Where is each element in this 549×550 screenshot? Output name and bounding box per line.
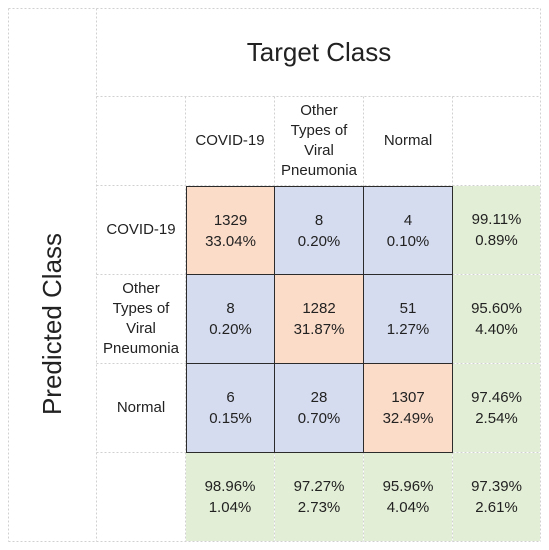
- confusion-matrix: Target Class Predicted Class COVID-19 Ot…: [8, 8, 541, 542]
- row-header: Other Types of Viral Pneumonia: [103, 280, 179, 357]
- cell-percent: 1.27%: [386, 321, 430, 338]
- summary-correct: 97.27%: [293, 478, 345, 495]
- matrix-cell: 28 0.70%: [274, 363, 364, 453]
- chart-title: Target Class: [246, 36, 392, 67]
- cell-percent: 32.49%: [382, 410, 434, 427]
- summary-error: 2.73%: [297, 499, 341, 516]
- row-header: COVID-19: [106, 221, 176, 238]
- summary-error: 2.54%: [475, 410, 518, 427]
- summary-correct: 97.46%: [471, 389, 522, 406]
- y-axis-label: Predicted Class: [36, 232, 67, 416]
- row-summary-cell: 97.46% 2.54%: [453, 364, 540, 452]
- summary-error: 0.89%: [475, 232, 518, 249]
- row-header: Normal: [116, 399, 166, 416]
- cell-count: 28: [310, 389, 328, 406]
- cell-count: 1307: [391, 389, 425, 406]
- matrix-cell: 8 0.20%: [186, 274, 275, 364]
- cell-count: 1329: [213, 211, 248, 229]
- cell-percent: 0.15%: [209, 410, 252, 427]
- column-summary-cell: 97.27% 2.73%: [275, 453, 363, 541]
- matrix-cell: 6 0.15%: [186, 363, 275, 453]
- matrix-cell: 4 0.10%: [363, 186, 453, 275]
- column-summary-cell: 98.96% 1.04%: [186, 453, 274, 541]
- matrix-cell-true-positive: 1282 31.87%: [274, 274, 364, 364]
- cell-percent: 0.20%: [297, 232, 341, 250]
- cell-count: 4: [403, 211, 413, 229]
- matrix-cell: 51 1.27%: [363, 274, 453, 364]
- cell-percent: 0.20%: [209, 321, 252, 338]
- summary-error: 1.04%: [208, 499, 252, 516]
- column-summary-cell: 95.96% 4.04%: [364, 453, 452, 541]
- summary-correct: 95.96%: [382, 478, 434, 495]
- summary-error: 4.40%: [475, 321, 518, 338]
- matrix-cell-true-positive: 1329 33.04%: [186, 186, 275, 275]
- matrix-cell: 8 0.20%: [274, 186, 364, 275]
- overall-error: 2.61%: [475, 499, 518, 516]
- cell-percent: 0.10%: [386, 232, 430, 250]
- column-header: COVID-19: [195, 132, 265, 149]
- cell-percent: 0.70%: [297, 410, 341, 427]
- summary-correct: 95.60%: [471, 300, 522, 317]
- row-summary-cell: 95.60% 4.40%: [453, 275, 540, 363]
- cell-count: 6: [226, 389, 235, 406]
- column-header: Other Types of Viral Pneumonia: [281, 102, 357, 179]
- overall-accuracy-cell: 97.39% 2.61%: [453, 453, 540, 541]
- overall-correct: 97.39%: [471, 478, 522, 495]
- cell-count: 1282: [302, 300, 336, 317]
- cell-percent: 31.87%: [293, 321, 345, 338]
- summary-correct: 99.11%: [471, 211, 522, 228]
- cell-count: 8: [226, 300, 235, 317]
- table-grid-lines: [8, 8, 541, 542]
- matrix-cell-true-positive: 1307 32.49%: [363, 363, 453, 453]
- cell-count: 51: [399, 300, 417, 317]
- row-summary-cell: 99.11% 0.89%: [453, 186, 540, 274]
- cell-percent: 33.04%: [205, 232, 256, 250]
- summary-correct: 98.96%: [204, 478, 256, 495]
- summary-error: 4.04%: [386, 499, 430, 516]
- column-header: Normal: [383, 132, 433, 149]
- cell-count: 8: [314, 211, 324, 229]
